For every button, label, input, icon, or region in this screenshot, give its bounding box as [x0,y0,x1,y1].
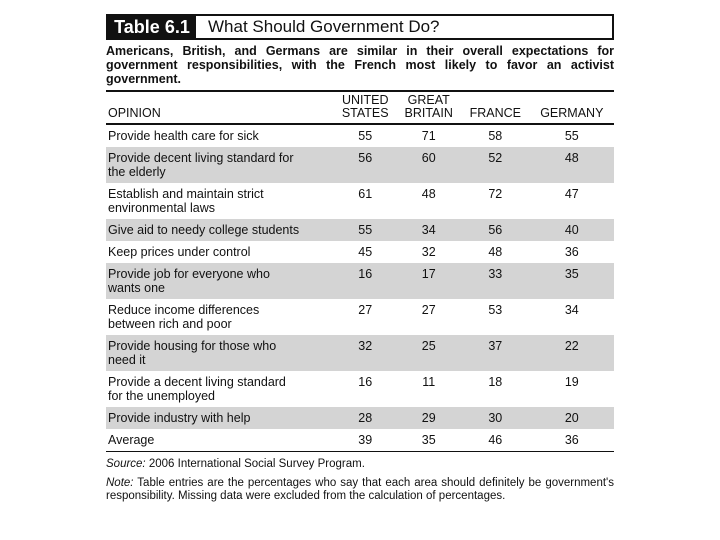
opinion-cell: Establish and maintain strict environment… [108,187,264,215]
col-united-states: UNITED STATES [341,93,389,120]
value-cell-de: 36 [564,245,579,259]
value-cell-gb: 27 [421,303,436,317]
opinion-cell: Provide job for everyone who wants one [106,263,334,299]
opinion-cell: Average [108,433,155,447]
table-row: Keep prices under control 45 32 48 36 [106,241,614,263]
value-cell-fr: 58 [488,129,503,143]
opinion-cell: Reduce income differences between rich an… [108,303,260,331]
value-cell-de: 34 [564,303,579,317]
value-cell-de: 22 [529,335,614,371]
value-cell-us: 39 [358,433,373,447]
value-cell-de: 36 [564,433,579,447]
value-cell-gb: 48 [421,187,436,201]
top-rule [106,90,614,92]
table-row: Provide job for everyone who wants one 16 1… [106,263,614,299]
table-row: Provide health care for sick 55 71 58 55 [106,124,614,147]
value-cell-fr: 48 [488,245,503,259]
table-row: Average 39 35 46 36 [106,429,614,452]
value-cell-gb: 32 [421,245,436,259]
opinion-cell: Provide a decent living standard for the … [108,375,286,403]
value-cell-de: 48 [529,147,614,183]
opinion-cell: Keep prices under control [108,245,251,259]
value-cell-us: 56 [334,147,397,183]
value-cell-de: 55 [564,129,579,143]
table-row: Provide housing for those who need it 32 25… [106,335,614,371]
value-cell-fr: 33 [461,263,530,299]
value-cell-gb: 34 [396,219,461,241]
opinion-table: OPINION UNITED STATES GREAT BRITAIN FRANCE… [106,92,614,452]
table-row: Provide decent living standard for the el… [106,147,614,183]
table-row: Establish and maintain strict environment… [106,183,614,219]
opinion-cell: Provide housing for those who need it [106,335,334,371]
value-cell-fr: 52 [461,147,530,183]
value-cell-fr: 53 [488,303,503,317]
value-cell-us: 55 [358,129,373,143]
table-title-bar: Table 6.1 What Should Government Do? [106,14,614,40]
value-cell-gb: 29 [396,407,461,429]
opinion-cell: Give aid to needy college students [106,219,334,241]
footnote: Note: Table entries are the percentages … [106,477,614,502]
value-cell-us: 16 [334,263,397,299]
value-cell-fr: 46 [488,433,503,447]
value-cell-us: 27 [358,303,373,317]
value-cell-fr: 18 [488,375,503,389]
value-cell-us: 32 [334,335,397,371]
value-cell-gb: 60 [396,147,461,183]
col-germany: GERMANY [540,106,604,120]
col-opinion: OPINION [108,106,161,120]
value-cell-fr: 37 [461,335,530,371]
value-cell-de: 40 [529,219,614,241]
table-row: Provide industry with help 28 29 30 20 [106,407,614,429]
table-label: Table 6.1 [108,16,196,38]
opinion-cell: Provide decent living standard for the el… [106,147,334,183]
table-lead: Americans, British, and Germans are simi… [106,44,614,86]
value-cell-gb: 71 [421,129,436,143]
value-cell-gb: 11 [422,375,436,389]
table-row: Give aid to needy college students 55 34 56… [106,219,614,241]
table-title: What Should Government Do? [208,17,440,36]
header-row: OPINION UNITED STATES GREAT BRITAIN FRANCE… [106,92,614,124]
value-cell-us: 45 [358,245,373,259]
value-cell-fr: 72 [488,187,503,201]
table-row: Provide a decent living standard for the … [106,371,614,407]
table-row: Reduce income differences between rich an… [106,299,614,335]
value-cell-gb: 17 [396,263,461,299]
col-great-britain: GREAT BRITAIN [404,93,453,120]
value-cell-fr: 30 [461,407,530,429]
value-cell-de: 47 [564,187,579,201]
value-cell-fr: 56 [461,219,530,241]
value-cell-us: 61 [358,187,373,201]
value-cell-de: 19 [564,375,579,389]
col-france: FRANCE [469,106,521,120]
value-cell-us: 28 [334,407,397,429]
table-6-1: Table 6.1 What Should Government Do? Ame… [106,14,614,503]
value-cell-gb: 25 [396,335,461,371]
opinion-cell: Provide industry with help [106,407,334,429]
source-note: Source: 2006 International Social Survey… [106,458,365,470]
opinion-cell: Provide health care for sick [108,129,259,143]
value-cell-de: 35 [529,263,614,299]
value-cell-de: 20 [529,407,614,429]
value-cell-us: 16 [358,375,373,389]
value-cell-us: 55 [334,219,397,241]
value-cell-gb: 35 [421,433,436,447]
